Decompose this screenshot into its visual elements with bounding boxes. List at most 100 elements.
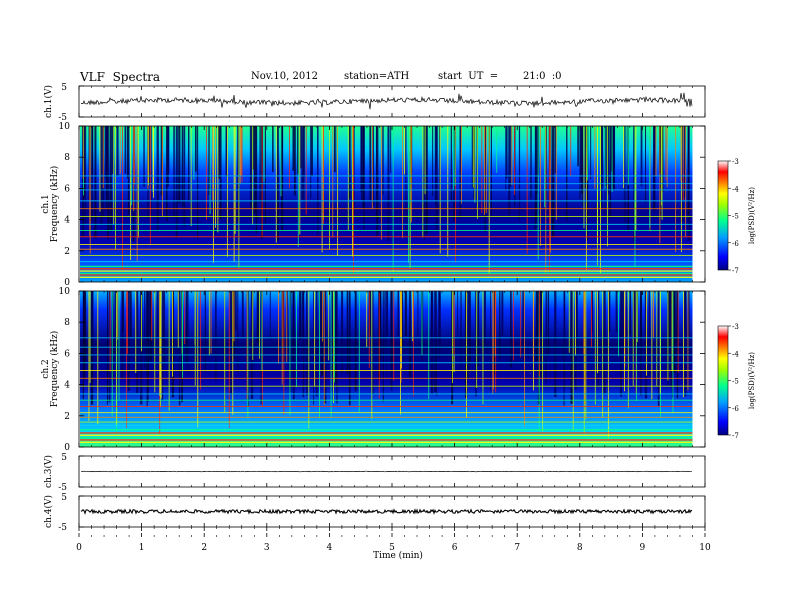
sferic-streak [452,291,453,384]
sferic-streak [97,291,99,425]
colorbar [717,160,729,271]
y-axis-label: Frequency (kHz) [49,331,60,408]
sferic-streak [322,291,324,342]
spectral-gap [540,291,542,378]
panel-frame [78,85,706,118]
y-tick-label: 0 [64,443,70,453]
spectral-gap [241,291,244,337]
sferic-streak [194,291,196,346]
sferic-streak [602,291,604,418]
sferic-streak [239,126,241,185]
y-axis-label: ch.1(V) [43,85,54,118]
spectral-gap [475,291,477,397]
spectral-gap [464,291,468,398]
spectral-gap [384,291,386,350]
y-axis-label: ch.4(V) [43,495,54,528]
sferic-streak [259,291,260,359]
sferic-streak [607,126,608,247]
sferic-streak [296,291,297,388]
spectral-gap [579,126,582,181]
spectral-gap [518,126,521,221]
sferic-streak [474,126,476,203]
spectral-gap [584,126,587,189]
spectral-gap [143,126,145,187]
sferic-streak [115,126,116,250]
sferic-streak [402,126,403,239]
sferic-streak [252,291,254,361]
sferic-streak [314,291,316,387]
sferic-streak [148,126,150,186]
x-tick-label: 2 [201,543,207,553]
spectral-gap [146,291,148,406]
x-tick-label: 8 [577,543,583,553]
spectral-gap [166,126,168,222]
sferic-streak [424,126,426,195]
spectral-gap [435,291,437,396]
sferic-streak [133,126,135,212]
spectral-gap [218,126,221,179]
spectral-gap [382,126,384,195]
spectral-gap [321,291,324,376]
sferic-streak [224,291,226,413]
spectral-gap [434,291,437,393]
spectral-gap [233,291,236,359]
station-label: station=ATH [344,71,410,82]
sferic-streak [368,291,370,369]
sferic-streak [116,291,118,426]
sferic-streak [275,126,277,243]
sferic-streak [136,126,138,262]
spectral-gap [687,126,690,215]
spectral-gap [178,126,181,204]
spectral-gap [552,126,555,238]
spectral-gap [341,291,344,374]
spectral-gap [112,291,114,383]
spectral-gap [148,291,151,364]
sferic-streak [141,291,142,352]
spectral-gap [301,126,304,200]
spectral-gap [317,126,319,236]
sferic-streak [206,126,207,220]
spectral-gap [620,291,622,372]
spectral-gap [484,126,487,223]
sferic-streak [135,291,137,373]
sferic-streak [212,126,214,203]
colorbar-tick-label: -4 [732,185,739,193]
spectral-gap [673,291,676,374]
sferic-streak [184,291,186,345]
sferic-streak [117,291,119,340]
sferic-streak [466,291,468,418]
sferic-streak [408,126,409,263]
sferic-streak [587,126,588,181]
spectral-gap [197,126,199,239]
spectral-gap [577,126,579,167]
y-tick-label: 10 [59,122,71,132]
spectral-gap [575,291,578,353]
spectral-gap [471,126,474,188]
sferic-streak [655,126,657,176]
spectral-gap [150,126,152,216]
start-ut-value: 21:0 :0 [523,71,562,82]
sferic-streak [232,291,234,415]
spectral-gap [208,126,210,196]
sferic-streak [88,291,90,421]
sferic-streak [422,126,424,238]
spectral-gap [460,291,462,370]
spectral-gap [334,291,337,384]
spectral-gap [660,126,662,217]
sferic-streak [492,291,494,395]
colorbar-label: log(PSD)(V²/Hz) [748,352,756,409]
sferic-streak [494,291,496,357]
sferic-streak [82,126,84,180]
spectral-gap [348,126,351,199]
sferic-streak [585,126,587,271]
spectral-gap [83,291,85,370]
sferic-streak [682,126,684,201]
sferic-streak [172,291,173,377]
spectral-gap [547,291,550,355]
spectral-gap [81,126,85,237]
colorbar-tick-label: -7 [732,267,739,275]
spectral-gap [127,126,130,215]
x-tick-label: 4 [327,543,333,553]
sferic-streak [624,291,626,367]
y-tick-label: 10 [59,287,71,297]
